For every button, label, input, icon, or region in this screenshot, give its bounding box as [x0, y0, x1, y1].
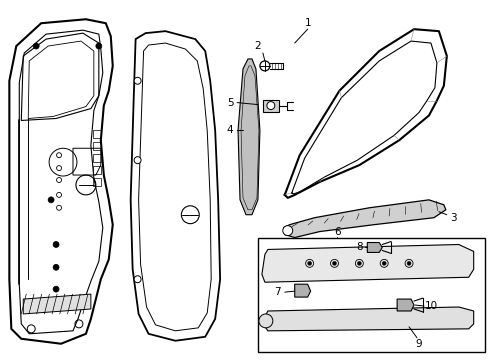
Circle shape: [134, 157, 141, 164]
Circle shape: [134, 276, 141, 283]
Circle shape: [258, 314, 272, 328]
Circle shape: [282, 226, 292, 235]
Text: 1: 1: [304, 18, 310, 28]
Text: 6: 6: [333, 226, 340, 237]
Polygon shape: [294, 284, 310, 297]
Circle shape: [134, 77, 141, 84]
Circle shape: [53, 264, 59, 270]
Bar: [93, 178, 101, 186]
Circle shape: [382, 261, 386, 265]
Bar: [93, 154, 101, 162]
Text: 9: 9: [415, 339, 422, 349]
Circle shape: [357, 261, 361, 265]
Polygon shape: [23, 294, 91, 314]
Text: 8: 8: [355, 243, 362, 252]
Polygon shape: [264, 307, 473, 331]
Bar: [263, 100, 278, 112]
Circle shape: [53, 286, 59, 292]
Circle shape: [260, 61, 269, 71]
Bar: [93, 142, 101, 150]
Circle shape: [332, 261, 336, 265]
Bar: [93, 166, 101, 174]
Text: 2: 2: [254, 41, 261, 51]
Polygon shape: [366, 243, 382, 252]
Polygon shape: [262, 244, 473, 282]
Polygon shape: [396, 299, 413, 311]
Text: 3: 3: [449, 213, 456, 223]
Text: 7: 7: [274, 287, 281, 297]
Polygon shape: [238, 59, 260, 215]
Text: 4: 4: [226, 125, 233, 135]
Circle shape: [96, 43, 102, 49]
Bar: [93, 130, 101, 138]
Circle shape: [53, 242, 59, 247]
Circle shape: [406, 261, 410, 265]
Polygon shape: [283, 200, 445, 238]
Text: 5: 5: [226, 98, 233, 108]
Circle shape: [307, 261, 311, 265]
Circle shape: [48, 197, 54, 203]
Circle shape: [33, 43, 39, 49]
Text: 10: 10: [424, 301, 437, 311]
Circle shape: [266, 102, 274, 109]
Bar: [257, 238, 484, 352]
